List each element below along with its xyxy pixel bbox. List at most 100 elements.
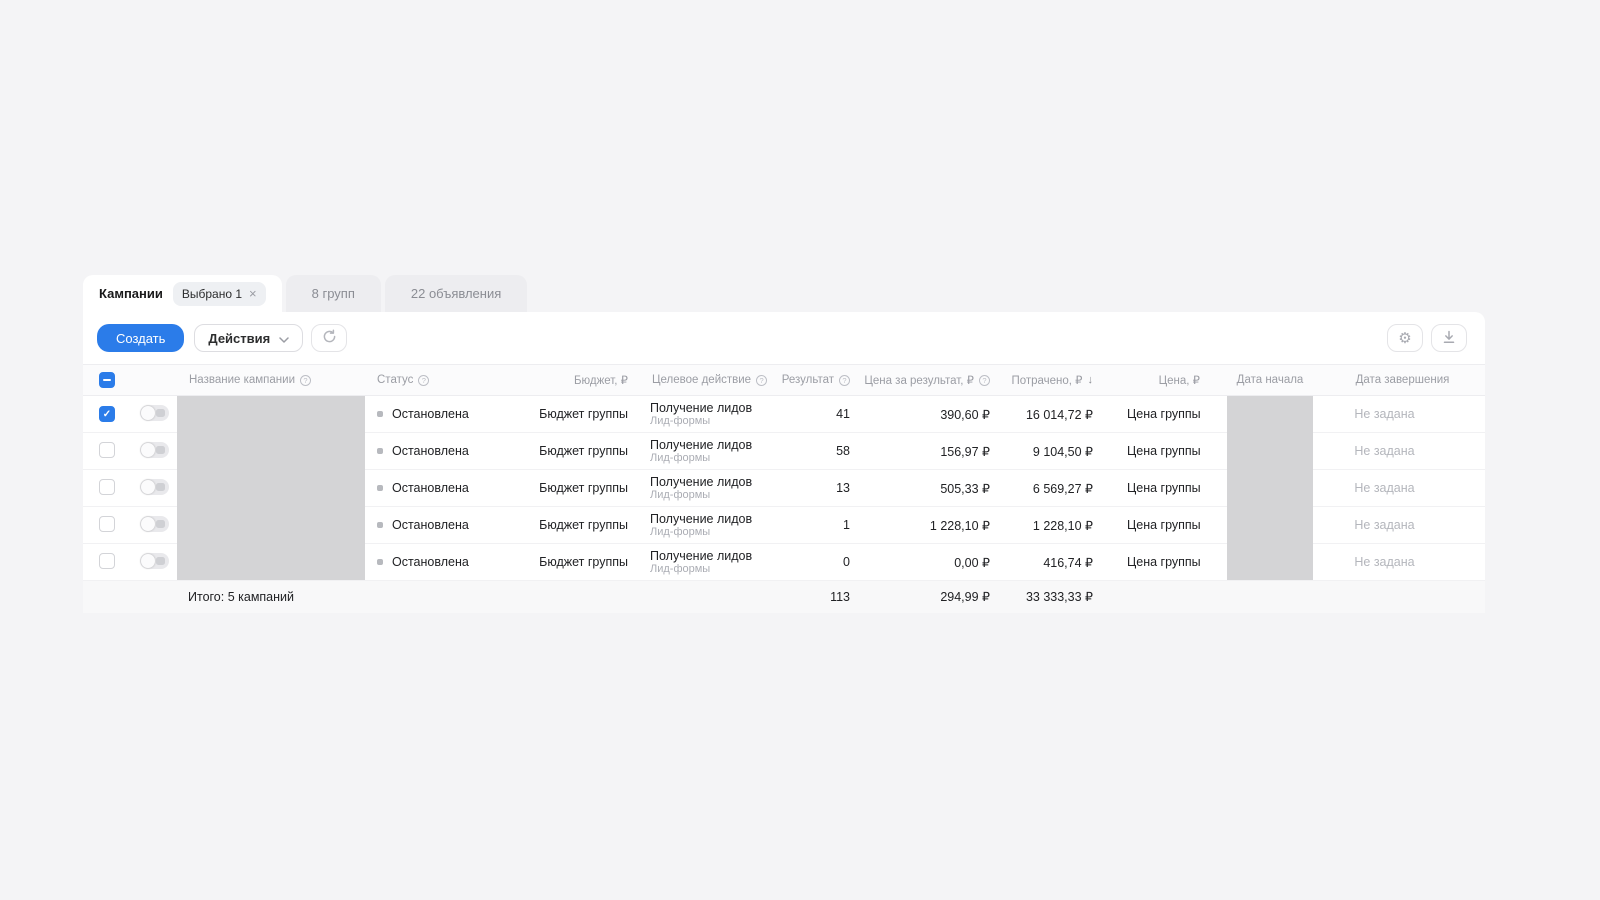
row-checkbox[interactable]: [99, 441, 115, 458]
cost-cell: 1 228,10 ₽: [862, 506, 1002, 544]
status-cell: Остановлена: [365, 506, 520, 544]
price-cell: Цена группы: [1105, 469, 1220, 507]
tab-ads-label: 22 объявления: [410, 286, 502, 301]
info-icon[interactable]: [300, 374, 311, 386]
cost-cell: 0,00 ₽: [862, 543, 1002, 581]
gear-icon: ⚙: [1398, 329, 1412, 347]
status-cell: Остановлена: [365, 395, 520, 433]
info-icon[interactable]: [756, 374, 768, 386]
result-cell: 1: [780, 506, 862, 544]
totals-cost: 294,99 ₽: [862, 580, 1002, 613]
header-select-all[interactable]: [83, 364, 131, 396]
action-cell: Получение лидов Лид-формы: [640, 506, 780, 544]
result-cell: 41: [780, 395, 862, 433]
header-date-end[interactable]: Дата завершения: [1320, 364, 1485, 396]
header-price[interactable]: Цена, ₽: [1105, 364, 1220, 396]
info-icon[interactable]: [979, 374, 990, 386]
action-cell: Получение лидов Лид-формы: [640, 469, 780, 507]
entity-tabs: Кампании Выбрано 1 × 8 групп 22 объявлен…: [83, 275, 1485, 312]
status-cell: Остановлена: [365, 469, 520, 507]
date-end-cell: Не задана: [1320, 395, 1485, 433]
cost-cell: 156,97 ₽: [862, 432, 1002, 470]
row-status-toggle[interactable]: [139, 478, 169, 495]
spent-cell: 1 228,10 ₽: [1002, 506, 1105, 544]
date-end-cell: Не задана: [1320, 432, 1485, 470]
totals-spent: 33 333,33 ₽: [1002, 580, 1105, 613]
header-toggle: [131, 364, 177, 396]
action-cell: Получение лидов Лид-формы: [640, 432, 780, 470]
toolbar-right: ⚙: [1379, 324, 1467, 352]
refresh-button[interactable]: [311, 324, 348, 352]
select-all-checkbox[interactable]: [99, 372, 115, 388]
action-cell: Получение лидов Лид-формы: [640, 543, 780, 581]
cost-cell: 505,33 ₽: [862, 469, 1002, 507]
campaign-names-redacted-block: [177, 396, 365, 580]
start-dates-redacted-block: [1227, 396, 1313, 580]
info-icon[interactable]: [839, 374, 850, 386]
row-status-toggle[interactable]: [139, 552, 169, 569]
date-end-cell: Не задана: [1320, 506, 1485, 544]
totals-result: 113: [780, 580, 862, 613]
selected-badge: Выбрано 1 ×: [172, 281, 266, 306]
sort-desc-icon: ↓: [1087, 374, 1094, 386]
header-cost[interactable]: Цена за результат, ₽: [862, 364, 1002, 396]
selected-badge-label: Выбрано 1: [181, 286, 243, 301]
header-name[interactable]: Название кампании: [177, 364, 365, 396]
spent-cell: 9 104,50 ₽: [1002, 432, 1105, 470]
clear-selection-icon[interactable]: ×: [249, 286, 257, 301]
row-status-toggle[interactable]: [139, 404, 169, 421]
header-date-start[interactable]: Дата начала: [1220, 364, 1320, 396]
header-action[interactable]: Целевое действие: [640, 364, 780, 396]
header-budget[interactable]: Бюджет, ₽: [520, 364, 640, 396]
status-dot-icon: [377, 448, 383, 454]
price-cell: Цена группы: [1105, 543, 1220, 581]
spent-cell: 6 569,27 ₽: [1002, 469, 1105, 507]
export-button[interactable]: [1431, 324, 1467, 352]
spent-cell: 416,74 ₽: [1002, 543, 1105, 581]
budget-cell: Бюджет группы: [520, 395, 640, 433]
action-cell: Получение лидов Лид-формы: [640, 395, 780, 433]
tab-ads[interactable]: 22 объявления: [384, 275, 528, 312]
tab-campaigns-label: Кампании: [99, 286, 163, 301]
price-cell: Цена группы: [1105, 506, 1220, 544]
row-checkbox[interactable]: [99, 515, 115, 532]
price-cell: Цена группы: [1105, 395, 1220, 433]
budget-cell: Бюджет группы: [520, 506, 640, 544]
budget-cell: Бюджет группы: [520, 543, 640, 581]
budget-cell: Бюджет группы: [520, 432, 640, 470]
campaigns-panel: Кампании Выбрано 1 × 8 групп 22 объявлен…: [83, 275, 1485, 613]
actions-button[interactable]: Действия: [194, 324, 304, 352]
row-status-toggle[interactable]: [139, 515, 169, 532]
table-header-row: Название кампании Статус Бюджет, ₽ Целев…: [83, 364, 1485, 396]
result-cell: 58: [780, 432, 862, 470]
header-status[interactable]: Статус: [365, 364, 520, 396]
date-end-cell: Не задана: [1320, 469, 1485, 507]
tab-groups-label: 8 групп: [311, 286, 355, 301]
status-cell: Остановлена: [365, 543, 520, 581]
settings-button[interactable]: ⚙: [1387, 324, 1423, 352]
info-icon[interactable]: [418, 374, 430, 386]
totals-row: Итого: 5 кампаний 113 294,99 ₽ 33 333,33…: [83, 580, 1485, 613]
tab-groups[interactable]: 8 групп: [285, 275, 381, 312]
chevron-down-icon: [279, 331, 289, 346]
download-icon: [1442, 330, 1456, 347]
cost-cell: 390,60 ₽: [862, 395, 1002, 433]
budget-cell: Бюджет группы: [520, 469, 640, 507]
header-result[interactable]: Результат: [780, 364, 862, 396]
date-end-cell: Не задана: [1320, 543, 1485, 581]
status-dot-icon: [377, 411, 383, 417]
status-dot-icon: [377, 485, 383, 491]
refresh-icon: [322, 329, 337, 347]
row-checkbox[interactable]: [99, 406, 115, 423]
price-cell: Цена группы: [1105, 432, 1220, 470]
tab-campaigns[interactable]: Кампании Выбрано 1 ×: [83, 275, 282, 312]
create-button[interactable]: Создать: [97, 324, 185, 352]
header-spent[interactable]: Потрачено, ₽ ↓: [1002, 364, 1105, 396]
row-status-toggle[interactable]: [139, 441, 169, 458]
row-checkbox[interactable]: [99, 552, 115, 569]
result-cell: 0: [780, 543, 862, 581]
result-cell: 13: [780, 469, 862, 507]
status-cell: Остановлена: [365, 432, 520, 470]
spent-cell: 16 014,72 ₽: [1002, 395, 1105, 433]
row-checkbox[interactable]: [99, 478, 115, 495]
